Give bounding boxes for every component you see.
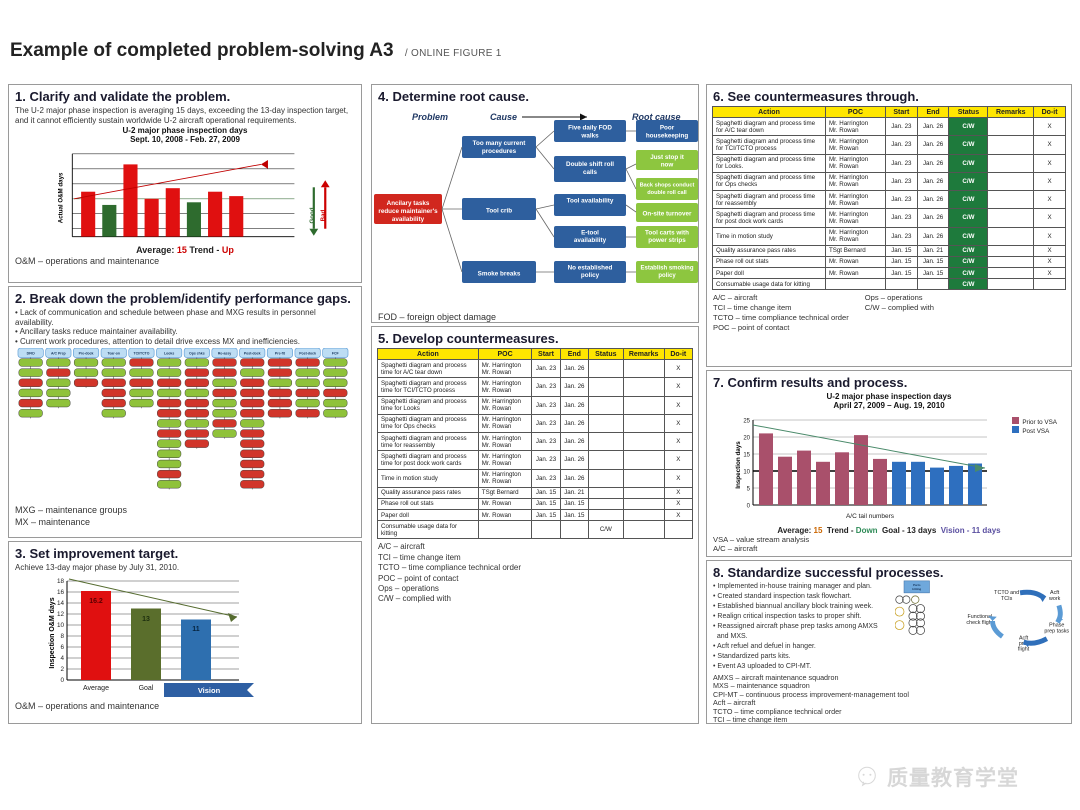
svg-text:Tool availability: Tool availability — [567, 198, 614, 205]
svg-text:Tool carts with: Tool carts with — [645, 230, 689, 237]
svg-text:DFID: DFID — [27, 352, 36, 356]
svg-text:12: 12 — [57, 611, 65, 618]
svg-text:Post-dock: Post-dock — [244, 352, 261, 356]
svg-text:13: 13 — [142, 616, 150, 623]
svg-text:5: 5 — [747, 487, 751, 493]
svg-text:Ops chks: Ops chks — [189, 352, 205, 356]
svg-text:availability: availability — [574, 237, 607, 244]
svg-text:0: 0 — [60, 677, 64, 684]
svg-text:Cause: Cause — [490, 112, 517, 122]
svg-text:Inspection O&M days: Inspection O&M days — [49, 597, 56, 668]
svg-text:8: 8 — [60, 633, 64, 640]
svg-text:6: 6 — [60, 644, 64, 651]
svg-text:Smoke breaks: Smoke breaks — [478, 271, 521, 278]
svg-text:25: 25 — [743, 419, 750, 425]
svg-text:flight: flight — [1018, 647, 1030, 653]
svg-text:FCF: FCF — [332, 352, 339, 356]
svg-text:10: 10 — [57, 622, 65, 629]
svg-text:availability: availability — [392, 216, 425, 223]
svg-text:Goal: Goal — [139, 685, 154, 692]
svg-text:14: 14 — [57, 600, 65, 607]
svg-text:0: 0 — [747, 504, 751, 510]
svg-text:Tear-on: Tear-on — [108, 352, 120, 356]
svg-text:16.2: 16.2 — [89, 598, 103, 605]
svg-text:On-site turnover: On-site turnover — [643, 211, 693, 218]
svg-text:walks: walks — [580, 133, 599, 140]
svg-text:11: 11 — [192, 626, 200, 633]
svg-text:Poor: Poor — [660, 125, 675, 132]
svg-text:calls: calls — [583, 169, 598, 176]
svg-text:Post-dock: Post-dock — [299, 352, 316, 356]
svg-text:Inspection days: Inspection days — [735, 441, 742, 489]
svg-text:reduce maintainer's: reduce maintainer's — [378, 208, 438, 215]
svg-text:18: 18 — [57, 578, 65, 585]
svg-text:Actual O&M days: Actual O&M days — [58, 172, 65, 223]
svg-text:policy: policy — [581, 272, 600, 279]
svg-text:TCIs: TCIs — [1001, 596, 1013, 602]
svg-text:power strips: power strips — [648, 237, 686, 244]
svg-text:now: now — [661, 162, 674, 169]
svg-text:housekeeping: housekeeping — [646, 133, 688, 140]
svg-text:procedures: procedures — [482, 148, 517, 155]
svg-text:E-tool: E-tool — [581, 230, 599, 237]
svg-text:Five daily FOD: Five daily FOD — [568, 125, 612, 132]
svg-text:Back shops conduct: Back shops conduct — [640, 183, 695, 189]
svg-text:Tool crib: Tool crib — [486, 208, 512, 215]
svg-text:15: 15 — [743, 453, 750, 459]
svg-text:20: 20 — [743, 436, 750, 442]
svg-text:Re-assy: Re-assy — [218, 352, 231, 356]
svg-text:Looks: Looks — [164, 352, 174, 356]
svg-text:Average: Average — [83, 685, 109, 692]
svg-text:Ancilary tasks: Ancilary tasks — [387, 200, 430, 207]
svg-text:Just stop it: Just stop it — [650, 154, 684, 161]
svg-text:A/C tail numbers: A/C tail numbers — [846, 513, 895, 520]
svg-text:4: 4 — [60, 655, 64, 662]
svg-text:work: work — [1048, 596, 1061, 602]
svg-text:Pre-fit: Pre-fit — [275, 352, 286, 356]
svg-text:10: 10 — [743, 470, 750, 476]
svg-text:Too many current: Too many current — [473, 140, 527, 147]
svg-text:Vision: Vision — [198, 686, 221, 695]
svg-text:2: 2 — [60, 666, 64, 673]
svg-text:Establish smoking: Establish smoking — [640, 266, 693, 272]
svg-text:Pre-dock: Pre-dock — [79, 352, 94, 356]
svg-text:kitting: kitting — [912, 587, 921, 591]
svg-text:TCI/TCTO: TCI/TCTO — [133, 352, 149, 356]
svg-text:policy: policy — [658, 273, 676, 279]
svg-text:check flight: check flight — [966, 620, 993, 626]
svg-text:A/C Prep: A/C Prep — [51, 352, 66, 356]
svg-text:Problem: Problem — [412, 112, 448, 122]
svg-text:double roll call: double roll call — [647, 190, 687, 196]
svg-text:Double shift roll: Double shift roll — [566, 161, 614, 168]
svg-text:prep tasks: prep tasks — [1044, 628, 1069, 634]
svg-text:No established: No established — [568, 265, 613, 272]
svg-text:16: 16 — [57, 589, 65, 596]
